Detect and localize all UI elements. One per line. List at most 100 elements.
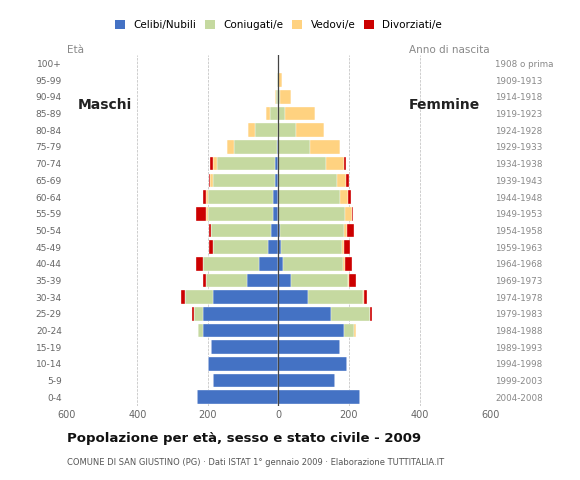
Bar xyxy=(278,390,360,404)
Bar xyxy=(196,207,206,220)
Bar xyxy=(211,173,213,187)
Bar xyxy=(209,240,213,254)
Bar xyxy=(213,290,278,304)
Bar xyxy=(271,224,278,237)
Bar xyxy=(354,324,356,337)
Text: Maschi: Maschi xyxy=(77,98,132,112)
Bar xyxy=(268,240,278,254)
Bar xyxy=(278,324,344,337)
Bar xyxy=(278,257,282,271)
Bar xyxy=(213,240,268,254)
Bar xyxy=(234,140,277,154)
Bar xyxy=(291,274,348,288)
Bar xyxy=(180,290,185,304)
Bar xyxy=(209,224,211,237)
Bar xyxy=(206,207,208,220)
Bar xyxy=(276,90,278,104)
Bar xyxy=(278,123,296,137)
Bar xyxy=(208,207,273,220)
Bar xyxy=(278,73,282,87)
Bar xyxy=(326,157,345,170)
Bar xyxy=(309,290,363,304)
Bar xyxy=(208,357,278,371)
Bar xyxy=(255,123,278,137)
Bar xyxy=(217,157,275,170)
Bar xyxy=(193,307,194,321)
Bar xyxy=(246,274,278,288)
Bar xyxy=(202,257,259,271)
Bar xyxy=(345,257,353,271)
Bar xyxy=(310,140,340,154)
Bar xyxy=(273,190,278,204)
Bar xyxy=(348,274,349,288)
Bar xyxy=(346,173,349,187)
Bar xyxy=(296,123,324,137)
Bar xyxy=(278,307,331,321)
Bar xyxy=(211,157,213,170)
Text: Anno di nascita: Anno di nascita xyxy=(409,45,490,55)
Bar xyxy=(278,290,309,304)
Bar xyxy=(278,240,281,254)
Bar xyxy=(278,107,285,120)
Bar xyxy=(203,190,206,204)
Bar xyxy=(202,307,278,321)
Bar xyxy=(364,290,367,304)
Bar xyxy=(185,290,213,304)
Bar xyxy=(345,157,346,170)
Bar xyxy=(370,307,372,321)
Bar xyxy=(208,190,273,204)
Bar xyxy=(281,240,342,254)
Bar xyxy=(278,173,336,187)
Text: COMUNE DI SAN GIUSTINO (PG) · Dati ISTAT 1° gennaio 2009 · Elaborazione TUTTITAL: COMUNE DI SAN GIUSTINO (PG) · Dati ISTAT… xyxy=(67,458,444,468)
Bar xyxy=(349,274,356,288)
Bar xyxy=(211,224,271,237)
Bar xyxy=(331,307,370,321)
Bar xyxy=(211,340,278,354)
Bar xyxy=(340,190,348,204)
Bar xyxy=(282,257,343,271)
Text: Femmine: Femmine xyxy=(408,98,480,112)
Bar xyxy=(278,374,335,387)
Bar xyxy=(280,224,345,237)
Bar xyxy=(278,140,310,154)
Bar xyxy=(278,190,340,204)
Bar xyxy=(278,357,347,371)
Bar xyxy=(275,173,278,187)
Bar xyxy=(266,107,270,120)
Bar xyxy=(277,73,278,87)
Bar xyxy=(198,324,202,337)
Bar xyxy=(278,207,346,220)
Bar xyxy=(344,324,354,337)
Bar xyxy=(213,173,275,187)
Bar xyxy=(278,274,291,288)
Bar xyxy=(345,224,347,237)
Bar xyxy=(206,274,246,288)
Bar xyxy=(278,90,280,104)
Bar xyxy=(278,157,326,170)
Bar xyxy=(344,240,350,254)
Bar xyxy=(275,157,278,170)
Bar xyxy=(259,257,278,271)
Legend: Celibi/Nubili, Coniugati/e, Vedovi/e, Divorziati/e: Celibi/Nubili, Coniugati/e, Vedovi/e, Di… xyxy=(115,20,442,30)
Bar xyxy=(352,207,353,220)
Bar xyxy=(202,324,278,337)
Bar xyxy=(343,257,345,271)
Text: Età: Età xyxy=(67,45,84,55)
Bar xyxy=(363,290,364,304)
Bar xyxy=(206,190,208,204)
Bar xyxy=(197,390,278,404)
Bar xyxy=(347,224,354,237)
Bar xyxy=(274,90,276,104)
Bar xyxy=(348,190,351,204)
Bar xyxy=(336,173,346,187)
Bar xyxy=(285,107,315,120)
Bar xyxy=(346,207,352,220)
Bar xyxy=(342,240,344,254)
Bar xyxy=(248,123,255,137)
Bar xyxy=(270,107,278,120)
Bar xyxy=(227,140,234,154)
Bar xyxy=(273,207,278,220)
Bar xyxy=(194,307,202,321)
Bar xyxy=(280,90,292,104)
Bar xyxy=(213,157,217,170)
